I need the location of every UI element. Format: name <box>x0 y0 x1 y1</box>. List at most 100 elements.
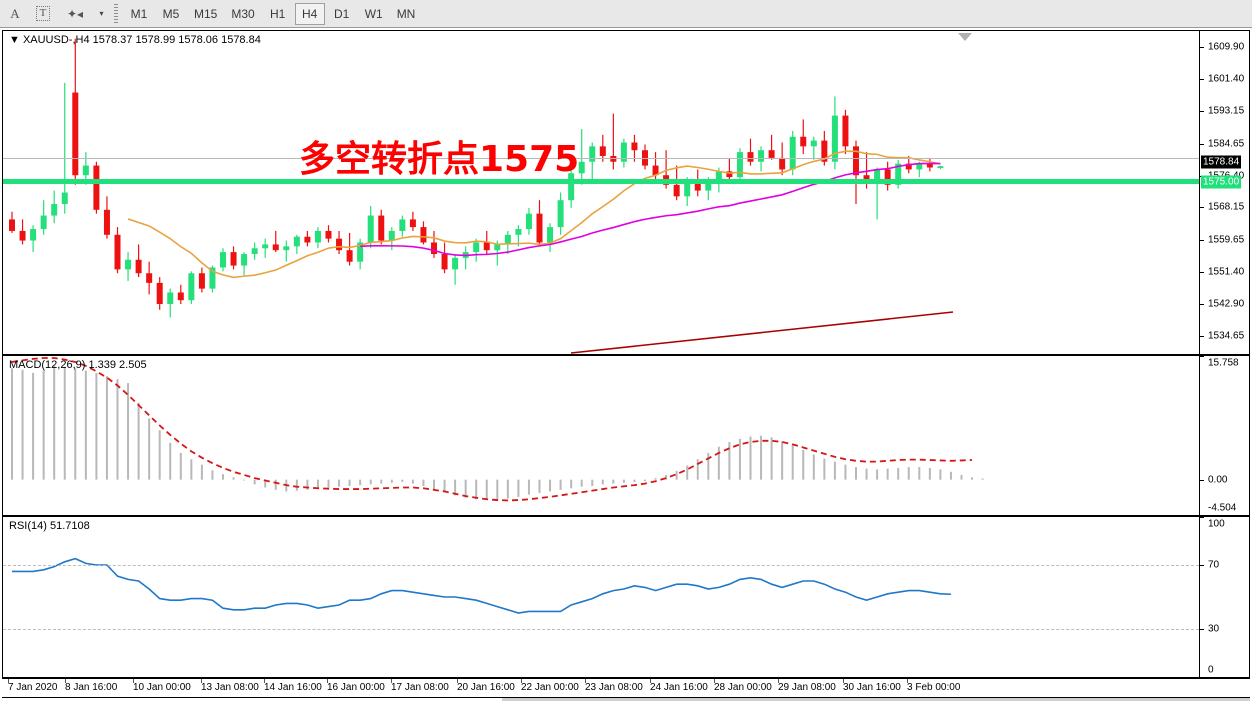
time-axis-label: 17 Jan 08:00 <box>391 682 449 693</box>
price-axis-label: 1601.40 <box>1208 73 1245 85</box>
gray-reference-line <box>3 158 1199 160</box>
rsi-axis-label: 100 <box>1208 518 1225 530</box>
macd-axis-label: 15.758 <box>1208 357 1239 369</box>
time-axis-tick <box>714 679 715 683</box>
price-axis-tick <box>1200 143 1204 145</box>
time-axis[interactable]: 7 Jan 2020 8 Jan 16:00 10 Jan 00:00 13 Jan … <box>2 678 1250 701</box>
timeframe-d1-button[interactable]: D1 <box>334 6 350 21</box>
rsi-axis-tick <box>1200 517 1204 518</box>
rsi-plot-area[interactable]: RSI(14) 51.7108 <box>3 517 1199 677</box>
price-axis-label: 1593.15 <box>1208 105 1245 117</box>
time-axis-label: 7 Jan 2020 <box>8 682 58 693</box>
shapes-tool-button[interactable]: ✦◂ <box>58 2 92 26</box>
time-axis-tick <box>650 679 651 683</box>
price-axis[interactable]: 1609.901601.401593.151584.651576.401568.… <box>1199 31 1249 354</box>
time-axis-tick <box>8 679 9 683</box>
timeframe-m15-button[interactable]: M15 <box>194 6 218 21</box>
time-axis-tick <box>391 679 392 683</box>
chart-annotation-text: 多空转折点1575 <box>299 139 580 180</box>
macd-axis-tick <box>1200 515 1204 516</box>
toolbar: A T ✦◂ ▾ M1 M5 M15 M30 H1 H4 D1 W1 MN <box>0 0 1252 28</box>
current-price-tag: 1578.84 <box>1201 155 1242 169</box>
rsi-level-line <box>3 565 1199 566</box>
time-axis-label: 3 Feb 00:00 <box>907 682 961 693</box>
time-axis-tick <box>843 679 844 683</box>
timeframe-h1-button[interactable]: H1 <box>270 6 286 21</box>
price-axis-tick <box>1200 304 1204 306</box>
time-axis-label: 30 Jan 16:00 <box>843 682 901 693</box>
price-axis-tick <box>1200 111 1204 113</box>
price-pane[interactable]: ▼ XAUUSD-,H4 1578.37 1578.99 1578.06 157… <box>2 30 1250 355</box>
text-tool-button[interactable]: A <box>2 2 28 26</box>
timeframe-w1-button[interactable]: W1 <box>364 6 383 21</box>
macd-axis-label: 0.00 <box>1208 474 1228 486</box>
price-axis-label: 1568.15 <box>1208 201 1245 213</box>
time-axis-label: 23 Jan 08:00 <box>585 682 643 693</box>
time-axis-tick <box>133 679 134 683</box>
timeframe-m5-button[interactable]: M5 <box>162 6 180 21</box>
time-axis-tick <box>65 679 66 683</box>
rsi-axis-tick <box>1200 565 1204 566</box>
chart-frame: ▼ XAUUSD-,H4 1578.37 1578.99 1578.06 157… <box>2 30 1250 678</box>
time-axis-label: 29 Jan 08:00 <box>778 682 836 693</box>
price-axis-label: 1609.90 <box>1208 41 1245 53</box>
macd-axis[interactable]: 15.758 0.00 -4.504 <box>1199 356 1249 516</box>
time-axis-tick <box>201 679 202 683</box>
timeframe-mn-button[interactable]: MN <box>396 6 416 21</box>
price-axis-tick <box>1200 239 1204 241</box>
time-axis-tick <box>585 679 586 683</box>
price-axis-tick <box>1200 336 1204 338</box>
text-A-icon: A <box>10 5 20 21</box>
price-axis-label: 1534.65 <box>1208 330 1245 342</box>
time-axis-label: 10 Jan 00:00 <box>133 682 191 693</box>
rsi-pane[interactable]: RSI(14) 51.7108 100 70 30 0 <box>2 516 1250 678</box>
time-axis-label: 24 Jan 16:00 <box>650 682 708 693</box>
support-level-tag: 1575.00 <box>1201 175 1242 189</box>
price-axis-label: 1559.65 <box>1208 234 1245 246</box>
rsi-svg <box>12 557 951 614</box>
macd-axis-tick <box>1200 479 1204 481</box>
macd-svg <box>11 357 984 502</box>
price-plot-area[interactable]: ▼ XAUUSD-,H4 1578.37 1578.99 1578.06 157… <box>3 31 1199 354</box>
time-axis-tick <box>264 679 265 683</box>
toolbar-separator <box>112 3 120 25</box>
text-label-icon: T <box>35 6 51 21</box>
time-axis-label: 22 Jan 00:00 <box>521 682 579 693</box>
macd-pane[interactable]: MACD(12,26,9) 1.339 2.505 15.758 0.00 -4.5… <box>2 355 1250 516</box>
time-axis-label: 20 Jan 16:00 <box>457 682 515 693</box>
scrollbar-thumb[interactable] <box>502 698 1250 701</box>
support-level-line[interactable] <box>3 178 1199 184</box>
macd-pane-title: MACD(12,26,9) 1.339 2.505 <box>9 359 147 371</box>
price-candles-svg <box>9 38 954 354</box>
rsi-axis-tick <box>1200 677 1204 678</box>
chevron-down-icon: ▾ <box>99 9 104 18</box>
time-axis-tick <box>778 679 779 683</box>
rsi-axis[interactable]: 100 70 30 0 <box>1199 517 1249 678</box>
time-axis-label: 28 Jan 00:00 <box>714 682 772 693</box>
macd-axis-label: -4.504 <box>1208 502 1237 514</box>
chart-marker-icon <box>958 33 972 41</box>
label-tool-button[interactable]: T <box>30 2 56 26</box>
time-axis-tick <box>457 679 458 683</box>
time-axis-label: 16 Jan 00:00 <box>327 682 385 693</box>
rsi-axis-label: 0 <box>1208 664 1214 676</box>
rsi-pane-title: RSI(14) 51.7108 <box>9 520 90 532</box>
price-pane-title: ▼ XAUUSD-,H4 1578.37 1578.99 1578.06 157… <box>9 34 261 46</box>
time-axis-label: 14 Jan 16:00 <box>264 682 322 693</box>
timeframe-m1-button[interactable]: M1 <box>130 6 148 21</box>
timeframe-h4-button[interactable]: H4 <box>294 2 325 25</box>
price-axis-tick <box>1200 271 1204 273</box>
price-axis-label: 1584.65 <box>1208 138 1245 150</box>
shapes-dropdown-button[interactable]: ▾ <box>94 2 108 26</box>
rsi-axis-label: 70 <box>1208 559 1220 571</box>
rsi-axis-label: 30 <box>1208 623 1220 635</box>
rsi-axis-tick <box>1200 629 1204 630</box>
timeframe-m30-button[interactable]: M30 <box>231 6 255 21</box>
horizontal-scrollbar[interactable] <box>2 697 1250 701</box>
timeframe-group: M1 M5 M15 M30 H1 H4 D1 W1 MN <box>124 2 423 25</box>
time-axis-tick <box>327 679 328 683</box>
macd-plot-area[interactable]: MACD(12,26,9) 1.339 2.505 <box>3 356 1199 515</box>
price-axis-tick <box>1200 46 1204 48</box>
time-axis-tick <box>907 679 908 683</box>
time-axis-tick <box>521 679 522 683</box>
